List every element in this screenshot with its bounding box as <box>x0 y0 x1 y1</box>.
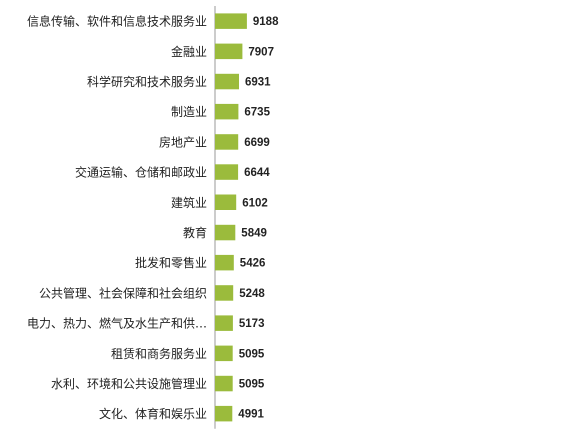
bar <box>215 285 234 301</box>
bar <box>215 13 247 29</box>
category-label: 制造业 <box>171 105 207 119</box>
data-label: 9188 <box>253 16 279 28</box>
data-labels: 9188 7907 6931 6735 6699 6644 6102 5849 5426 5248… <box>238 16 279 421</box>
category-labels: 信息传输、软件和信息技术服务业金融业科学研究和技术服务业制造业房地产业交通运输、… <box>27 14 207 422</box>
data-label: 6102 <box>242 197 268 209</box>
category-label: 文化、体育和娱乐业 <box>99 406 207 421</box>
category-label: 租赁和商务服务业 <box>111 346 207 361</box>
data-label: 6644 <box>244 167 270 179</box>
data-label: 5095 <box>239 348 265 360</box>
category-label: 公共管理、社会保障和社会组织 <box>39 285 207 300</box>
category-label: 水利、环境和公共设施管理业 <box>51 376 207 391</box>
category-label: 金融业 <box>171 44 207 59</box>
bar <box>215 315 233 331</box>
category-label: 科学研究和技术服务业 <box>87 74 207 89</box>
category-label: 信息传输、软件和信息技术服务业 <box>27 14 207 29</box>
bar <box>215 224 236 241</box>
data-label: 4991 <box>238 409 264 421</box>
category-label: 建筑业 <box>171 195 207 210</box>
category-label: 房地产业 <box>159 134 207 149</box>
bar <box>215 164 239 180</box>
bar <box>215 345 233 362</box>
data-label: 5248 <box>239 288 265 300</box>
category-label: 教育 <box>183 225 207 240</box>
category-label: 批发和零售业 <box>135 255 207 270</box>
bar <box>215 103 239 120</box>
data-label: 5095 <box>239 379 265 391</box>
data-label: 6699 <box>244 137 270 149</box>
category-label: 交通运输、仓储和邮政业 <box>75 165 207 180</box>
bar <box>215 73 239 90</box>
data-label: 5849 <box>241 228 267 240</box>
data-label: 6735 <box>244 107 270 119</box>
bar-series <box>215 13 247 422</box>
bar <box>215 43 243 60</box>
category-label: 电力、热力、燃气及水生产和供… <box>27 316 207 331</box>
bar <box>215 375 233 392</box>
data-label: 7907 <box>248 46 274 58</box>
data-label: 5173 <box>239 318 265 330</box>
bar <box>215 134 239 150</box>
bar <box>215 405 233 422</box>
bar <box>215 254 234 271</box>
data-label: 6931 <box>245 77 271 89</box>
data-label: 5426 <box>240 258 266 270</box>
bar <box>215 194 237 210</box>
